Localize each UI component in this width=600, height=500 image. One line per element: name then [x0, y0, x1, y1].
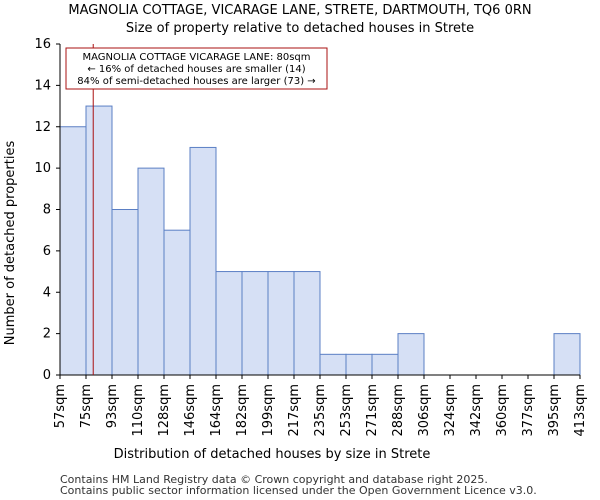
annotation-line-1: MAGNOLIA COTTAGE VICARAGE LANE: 80sqm [82, 52, 310, 63]
annotation-border [65, 47, 328, 90]
y-tick-label-2: 2 [43, 327, 51, 342]
y-axis: 0 2 4 6 8 10 12 14 16 [34, 37, 61, 383]
bar-2 [111, 209, 139, 376]
footer-line-2: Contains public sector information licen… [60, 484, 537, 497]
x-tick-label-8: 199sqm [261, 384, 276, 437]
y-tick-label-14: 14 [34, 78, 51, 93]
y-axis-label: Number of detached properties [3, 141, 18, 346]
y-tick-label-12: 12 [34, 120, 51, 135]
bar-0 [59, 126, 87, 376]
bar-13 [397, 333, 425, 376]
bars-group [59, 105, 581, 376]
x-tick-label-19: 395sqm [547, 384, 562, 437]
footer-line-1: Contains HM Land Registry data © Crown c… [60, 473, 488, 486]
y-tick-label-4: 4 [43, 285, 51, 300]
y-tick-label-16: 16 [34, 37, 51, 52]
bar-9 [293, 271, 321, 376]
x-tick-label-2: 93sqm [105, 384, 120, 428]
x-tick-label-3: 110sqm [131, 384, 146, 437]
bar-7 [241, 271, 269, 376]
bar-8 [267, 271, 295, 376]
x-axis-label: Distribution of detached houses by size … [114, 447, 431, 462]
bar-3 [137, 167, 165, 376]
chart-title: MAGNOLIA COTTAGE, VICARAGE LANE, STRETE,… [68, 3, 531, 18]
annotation-box: MAGNOLIA COTTAGE VICARAGE LANE: 80sqm← 1… [65, 47, 328, 90]
x-tick-label-4: 128sqm [157, 384, 172, 437]
x-tick-label-20: 413sqm [573, 384, 588, 437]
bar-11 [345, 353, 373, 376]
y-tick-label-6: 6 [43, 244, 51, 259]
x-tick-label-11: 253sqm [339, 384, 354, 437]
x-tick-label-9: 217sqm [287, 384, 302, 437]
bar-5 [189, 146, 217, 376]
annotation-line-2: ← 16% of detached houses are smaller (14… [87, 64, 305, 75]
bar-12 [371, 353, 399, 376]
x-tick-label-7: 182sqm [235, 384, 250, 437]
y-tick-label-10: 10 [34, 161, 51, 176]
y-tick-label-0: 0 [43, 368, 51, 383]
x-tick-label-10: 235sqm [313, 384, 328, 437]
bar-6 [215, 271, 243, 376]
x-tick-label-17: 360sqm [495, 384, 510, 437]
bar-4 [163, 229, 191, 376]
x-tick-label-5: 146sqm [183, 384, 198, 437]
x-tick-label-6: 164sqm [209, 384, 224, 437]
x-tick-label-15: 324sqm [443, 384, 458, 437]
y-tick-label-8: 8 [43, 203, 51, 218]
x-tick-label-0: 57sqm [53, 384, 68, 428]
x-tick-label-13: 288sqm [391, 384, 406, 437]
x-tick-label-14: 306sqm [417, 384, 432, 437]
bar-10 [319, 353, 347, 376]
x-axis: 57sqm 75sqm 93sqm 110sqm 128sqm 146sqm 164sqm 1… [53, 374, 588, 437]
x-tick-label-12: 271sqm [365, 384, 380, 437]
chart-subtitle: Size of property relative to detached ho… [126, 21, 474, 36]
bar-1 [85, 105, 113, 376]
x-tick-label-16: 342sqm [469, 384, 484, 437]
annotation-line-3: 84% of semi-detached houses are larger (… [77, 76, 315, 87]
x-tick-label-1: 75sqm [79, 384, 94, 428]
bar-19 [553, 333, 581, 376]
x-tick-label-18: 377sqm [521, 384, 536, 437]
